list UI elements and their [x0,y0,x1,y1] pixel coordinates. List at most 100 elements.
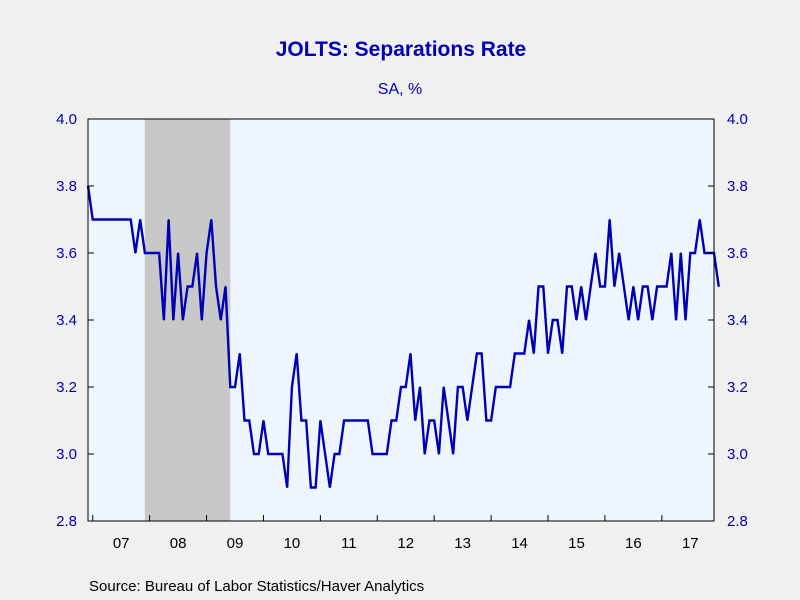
x-tick-label: 09 [227,535,244,552]
data-point [267,453,269,455]
data-point [253,453,255,455]
data-point [590,285,592,288]
x-tick-label: 14 [511,535,528,552]
data-point [609,218,611,221]
data-point [182,319,184,321]
data-point [348,419,350,422]
source-note: Source: Bureau of Labor Statistics/Haver… [89,578,424,595]
data-point [281,453,284,455]
data-point [495,386,497,388]
data-point [405,386,407,388]
data-point [499,386,502,388]
data-point [561,352,563,355]
y-tick-label-right: 3.0 [727,446,748,463]
data-point [144,252,146,254]
data-point [134,252,137,254]
data-point [115,218,118,221]
data-point [205,252,208,254]
data-point [656,285,658,288]
data-point [647,285,649,288]
data-point [168,218,170,221]
data-point [329,486,331,489]
y-tick-label-right: 4.0 [727,111,748,128]
data-point [699,218,701,221]
data-point [542,285,544,288]
y-tick-label-left: 3.8 [56,178,77,195]
data-point [504,386,506,388]
data-point [352,419,355,422]
data-point [604,285,606,288]
data-point [262,419,265,422]
data-point [120,218,122,221]
data-point [419,386,421,388]
x-tick-label: 17 [682,535,699,552]
data-point [291,386,293,388]
data-point [490,419,492,422]
x-tick-label: 08 [170,535,187,552]
recession-layer [144,119,231,521]
data-point [414,419,416,422]
data-point [305,419,307,422]
data-point [386,453,388,455]
data-point [447,419,450,422]
data-point [367,419,369,422]
data-point [96,218,99,221]
data-point [92,218,94,221]
chart-title: JOLTS: Separations Rate [276,38,527,61]
data-point [628,319,630,321]
data-point [191,285,193,288]
data-point [571,285,573,288]
data-point [433,419,435,422]
data-point [533,352,535,355]
data-point [357,419,359,422]
data-point [296,352,298,355]
data-point [462,386,464,388]
y-tick-label-left: 3.2 [56,379,77,396]
data-point [101,218,103,221]
data-point [523,352,525,355]
x-tick-label: 13 [454,535,471,552]
data-point [585,319,587,321]
x-tick-label: 11 [341,535,357,552]
y-tick-label-left: 3.0 [56,446,77,463]
data-point [395,419,397,422]
data-point [680,252,682,254]
data-point [651,319,653,321]
data-point [324,453,326,455]
data-point [514,352,516,355]
data-point [272,453,274,455]
y-tick-label-right: 3.6 [727,245,748,262]
data-point [594,252,597,254]
data-point [224,285,227,288]
data-point [428,419,431,422]
data-point [599,285,601,288]
data-point [220,319,222,321]
data-point [334,453,336,455]
data-point [196,252,198,254]
data-point [452,453,454,455]
data-point [694,252,696,254]
data-point [637,319,639,321]
data-point [438,453,440,455]
data-point [125,218,127,221]
data-point [642,285,644,288]
data-point [106,218,108,221]
x-tick-label: 10 [284,535,301,552]
data-point [556,319,559,321]
data-point [315,486,317,489]
data-point [400,386,402,388]
y-tick-label-left: 2.8 [56,513,77,530]
y-tick-label-right: 3.4 [727,312,748,329]
data-point [376,453,378,455]
data-point [613,285,616,288]
data-point [547,352,549,355]
data-point [689,252,691,254]
data-point [485,419,487,422]
data-point [509,386,511,388]
data-point [424,453,426,455]
data-point [718,285,720,288]
data-point [457,386,459,388]
data-point [566,285,568,288]
series-layer [86,185,720,489]
